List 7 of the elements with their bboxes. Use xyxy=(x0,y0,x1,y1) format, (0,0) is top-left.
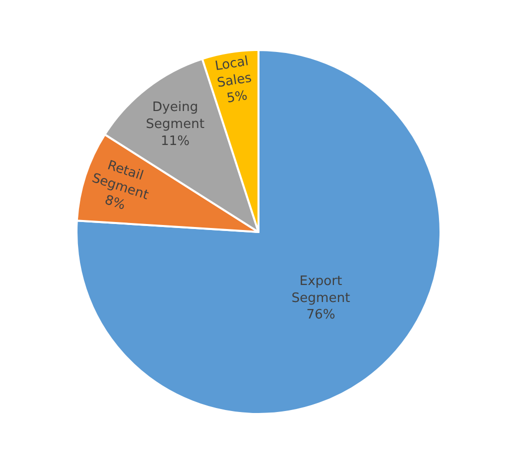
pie-slice xyxy=(76,49,442,415)
data-label: 5% xyxy=(226,88,248,107)
slice-label: Export Segment xyxy=(292,274,350,306)
data-label: 11% xyxy=(160,134,190,149)
data-label: 76% xyxy=(306,308,336,323)
slice-label: Dyeing Segment xyxy=(146,100,204,132)
slice-label: Local Sales xyxy=(214,54,253,91)
